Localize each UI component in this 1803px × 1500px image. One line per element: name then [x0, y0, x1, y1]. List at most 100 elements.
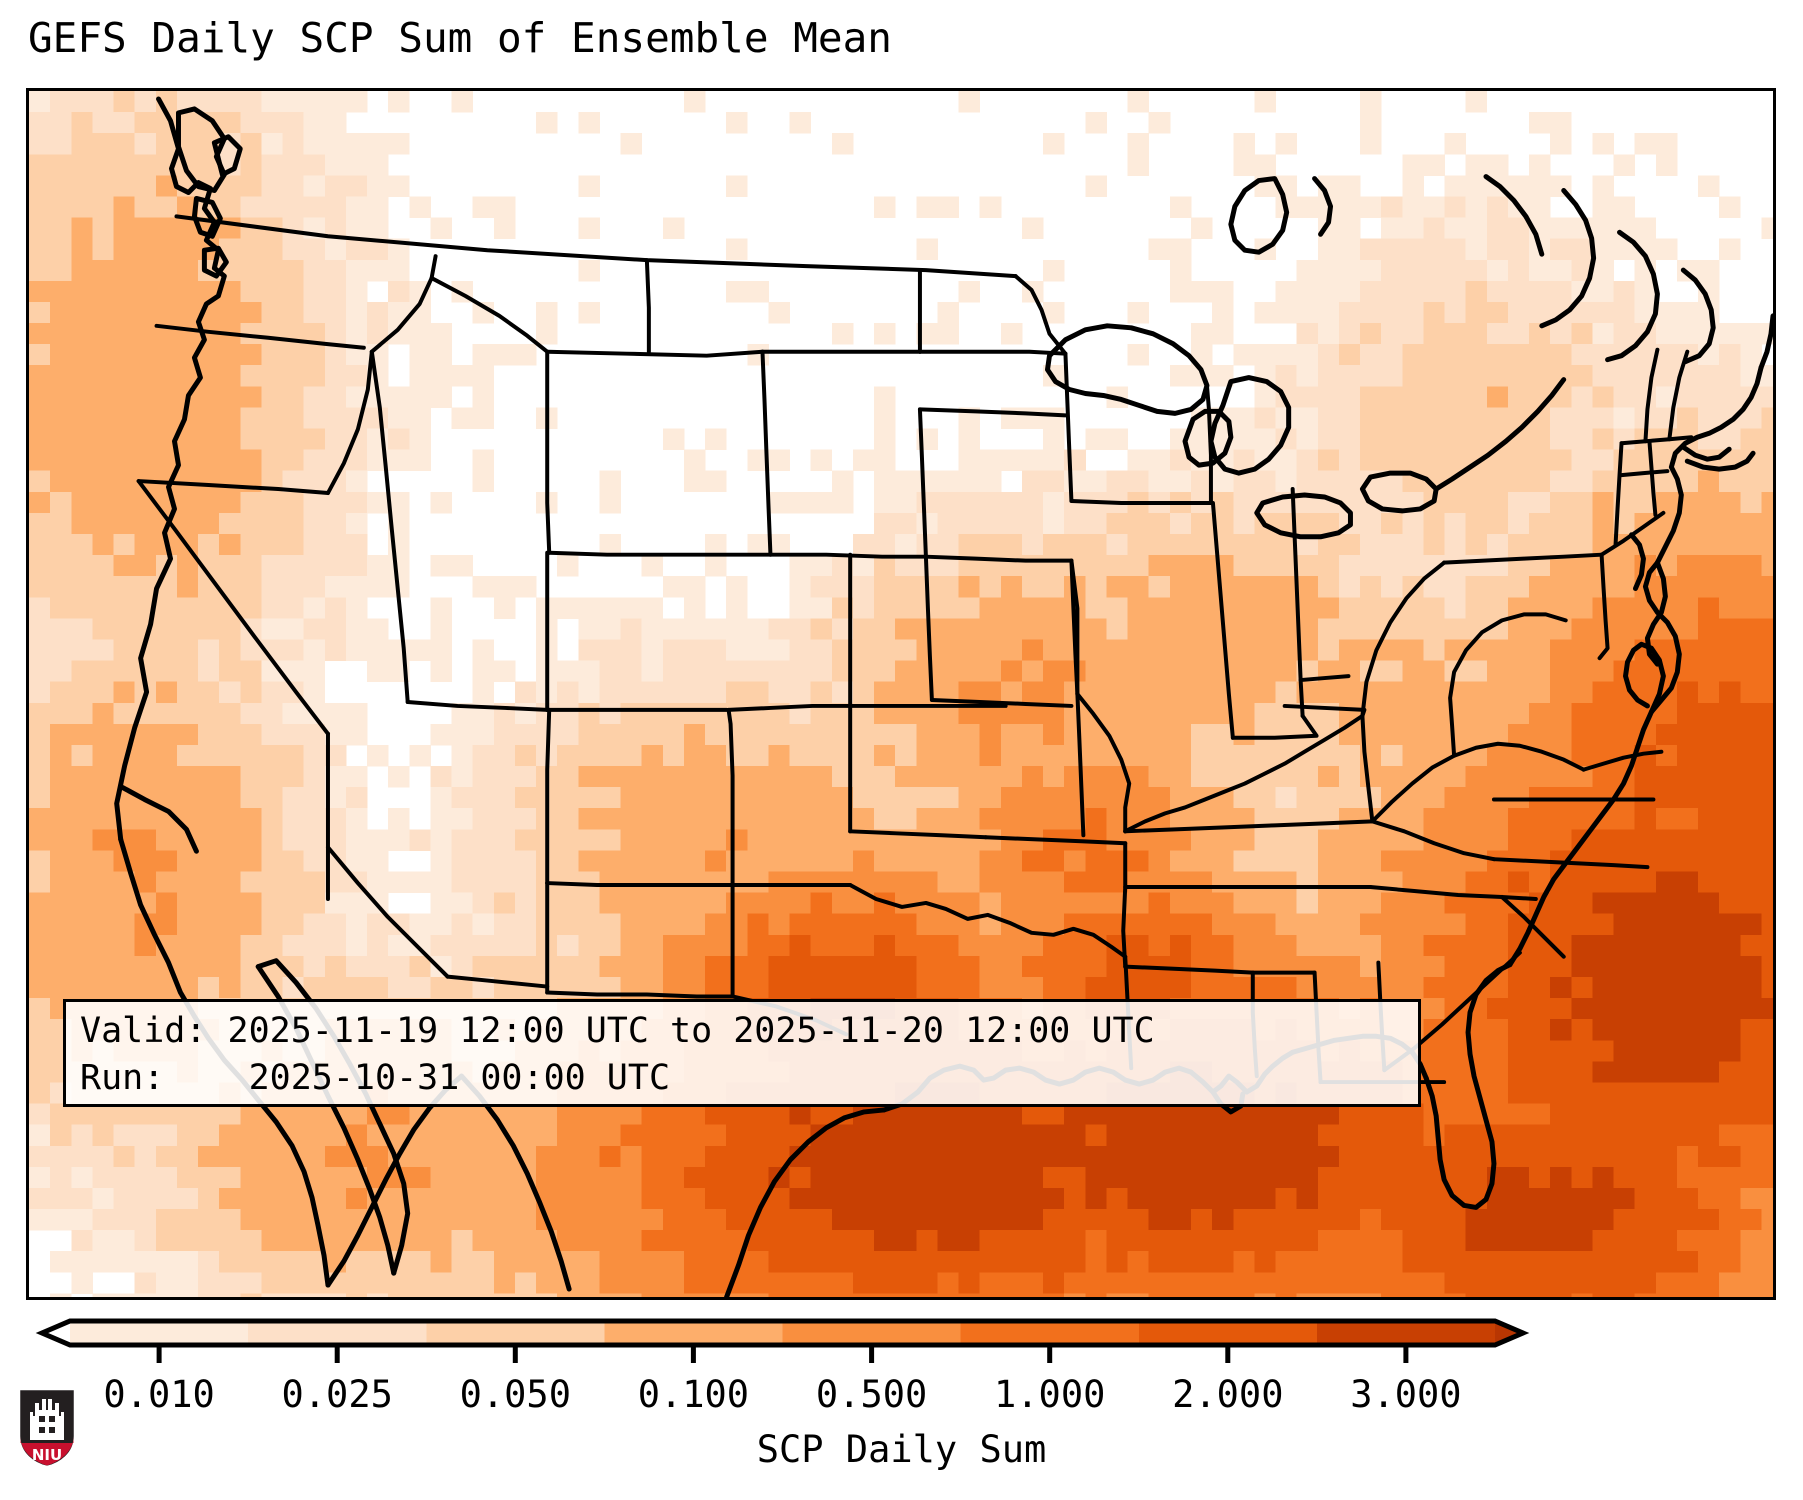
- scp-cell: [1191, 576, 1213, 598]
- scp-cell: [1465, 533, 1488, 556]
- scp-cell: [1571, 618, 1593, 640]
- scp-cell: [1338, 618, 1361, 640]
- scp-cell: [198, 723, 220, 746]
- scp-cell: [1698, 913, 1720, 936]
- scp-cell: [1486, 491, 1509, 514]
- scp-cell: [1360, 386, 1382, 408]
- scp-cell: [641, 681, 664, 704]
- scp-cell: [409, 407, 431, 429]
- scp-cell: [303, 133, 326, 155]
- scp-cell: [1655, 1019, 1678, 1041]
- scp-cell: [1423, 449, 1445, 472]
- scp-cell: [134, 555, 157, 577]
- scp-cell: [958, 91, 981, 113]
- scp-cell: [261, 576, 283, 598]
- scp-cell: [852, 850, 875, 872]
- scp-cell: [472, 365, 495, 387]
- scp-cell: [1360, 766, 1382, 788]
- scp-cell: [345, 1103, 368, 1126]
- scp-cell: [430, 766, 452, 788]
- scp-cell: [1698, 618, 1720, 640]
- scp-cell: [303, 829, 326, 851]
- scp-cell: [1444, 1209, 1467, 1231]
- scp-cell: [134, 1187, 157, 1210]
- scp-cell: [134, 259, 157, 282]
- scp-cell: [683, 1166, 706, 1189]
- scp-cell: [1381, 766, 1403, 788]
- scp-cell: [662, 639, 685, 661]
- scp-cell: [1338, 280, 1361, 303]
- scp-cell: [493, 1272, 516, 1294]
- scp-cell: [324, 280, 347, 303]
- scp-cell: [1444, 555, 1467, 577]
- colorbar-bin: [960, 1321, 1140, 1345]
- scp-cell: [979, 1145, 1002, 1168]
- scp-cell: [1021, 1230, 1044, 1252]
- scp-cell: [1360, 196, 1382, 218]
- scp-cell: [1360, 512, 1382, 535]
- scp-cell: [1212, 1251, 1234, 1273]
- scp-cell: [303, 808, 326, 830]
- scp-cell: [1507, 829, 1530, 851]
- scp-cell: [1191, 323, 1213, 345]
- scp-cell: [29, 744, 51, 767]
- scp-cell: [620, 766, 643, 788]
- scp-cell: [1296, 555, 1319, 577]
- scp-cell: [1254, 386, 1276, 408]
- scp-cell: [768, 850, 790, 872]
- scp-cell: [1507, 344, 1530, 366]
- scp-cell: [1296, 787, 1319, 809]
- scp-cell: [29, 1166, 51, 1189]
- scp-cell: [1402, 196, 1424, 218]
- scp-cell: [1761, 1145, 1773, 1168]
- scp-cell: [92, 555, 114, 577]
- scp-cell: [937, 744, 960, 767]
- scp-cell: [176, 955, 199, 978]
- scp-cell: [620, 723, 643, 746]
- scp-cell: [113, 892, 136, 915]
- scp-cell: [1655, 1166, 1678, 1189]
- scp-cell: [1381, 407, 1403, 429]
- scp-cell: [1381, 955, 1403, 978]
- scp-cell: [789, 1230, 812, 1252]
- scp-cell: [345, 892, 368, 915]
- scp-cell: [958, 533, 981, 556]
- scp-cell: [599, 470, 621, 493]
- scp-cell: [578, 1251, 600, 1273]
- scp-cell: [176, 491, 199, 514]
- scp-cell: [1360, 133, 1382, 155]
- scp-cell: [620, 1293, 643, 1297]
- scp-cell: [1444, 850, 1467, 872]
- scp-cell: [472, 723, 495, 746]
- scp-cell: [1191, 555, 1213, 577]
- scp-cell: [1529, 1187, 1551, 1210]
- scp-cell: [367, 639, 389, 661]
- scp-cell: [176, 280, 199, 303]
- scp-cell: [599, 681, 621, 704]
- scp-cell: [1000, 660, 1023, 683]
- scp-cell: [451, 934, 474, 957]
- scp-cell: [50, 1293, 72, 1297]
- scp-cell: [726, 639, 748, 661]
- scp-cell: [1507, 681, 1530, 704]
- scp-cell: [493, 955, 516, 978]
- scp-cell: [958, 892, 981, 915]
- scp-cell: [1021, 512, 1044, 535]
- scp-cell: [1233, 744, 1255, 767]
- scp-cell: [1233, 829, 1255, 851]
- scp-cell: [1254, 1272, 1276, 1294]
- scp-cell: [29, 1209, 51, 1231]
- scp-cell: [92, 934, 114, 957]
- scp-cell: [1000, 449, 1023, 472]
- scp-cell: [831, 1293, 854, 1297]
- scp-cell: [1360, 238, 1382, 261]
- scp-cell: [240, 91, 262, 113]
- scp-cell: [155, 639, 178, 661]
- scp-cell: [1127, 555, 1150, 577]
- scp-cell: [1592, 829, 1614, 851]
- scp-cell: [1444, 512, 1467, 535]
- scp-cell: [1169, 618, 1192, 640]
- scp-cell: [1106, 702, 1129, 725]
- scp-cell: [113, 323, 136, 345]
- scp-cell: [1613, 1166, 1636, 1189]
